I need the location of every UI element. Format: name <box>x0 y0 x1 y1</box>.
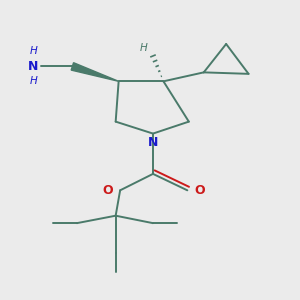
Text: O: O <box>102 184 113 197</box>
Text: H: H <box>30 46 38 56</box>
Polygon shape <box>71 63 118 81</box>
Text: N: N <box>28 60 39 73</box>
Text: N: N <box>148 136 158 149</box>
Text: H: H <box>140 43 148 53</box>
Text: H: H <box>30 76 38 86</box>
Text: O: O <box>195 184 205 197</box>
